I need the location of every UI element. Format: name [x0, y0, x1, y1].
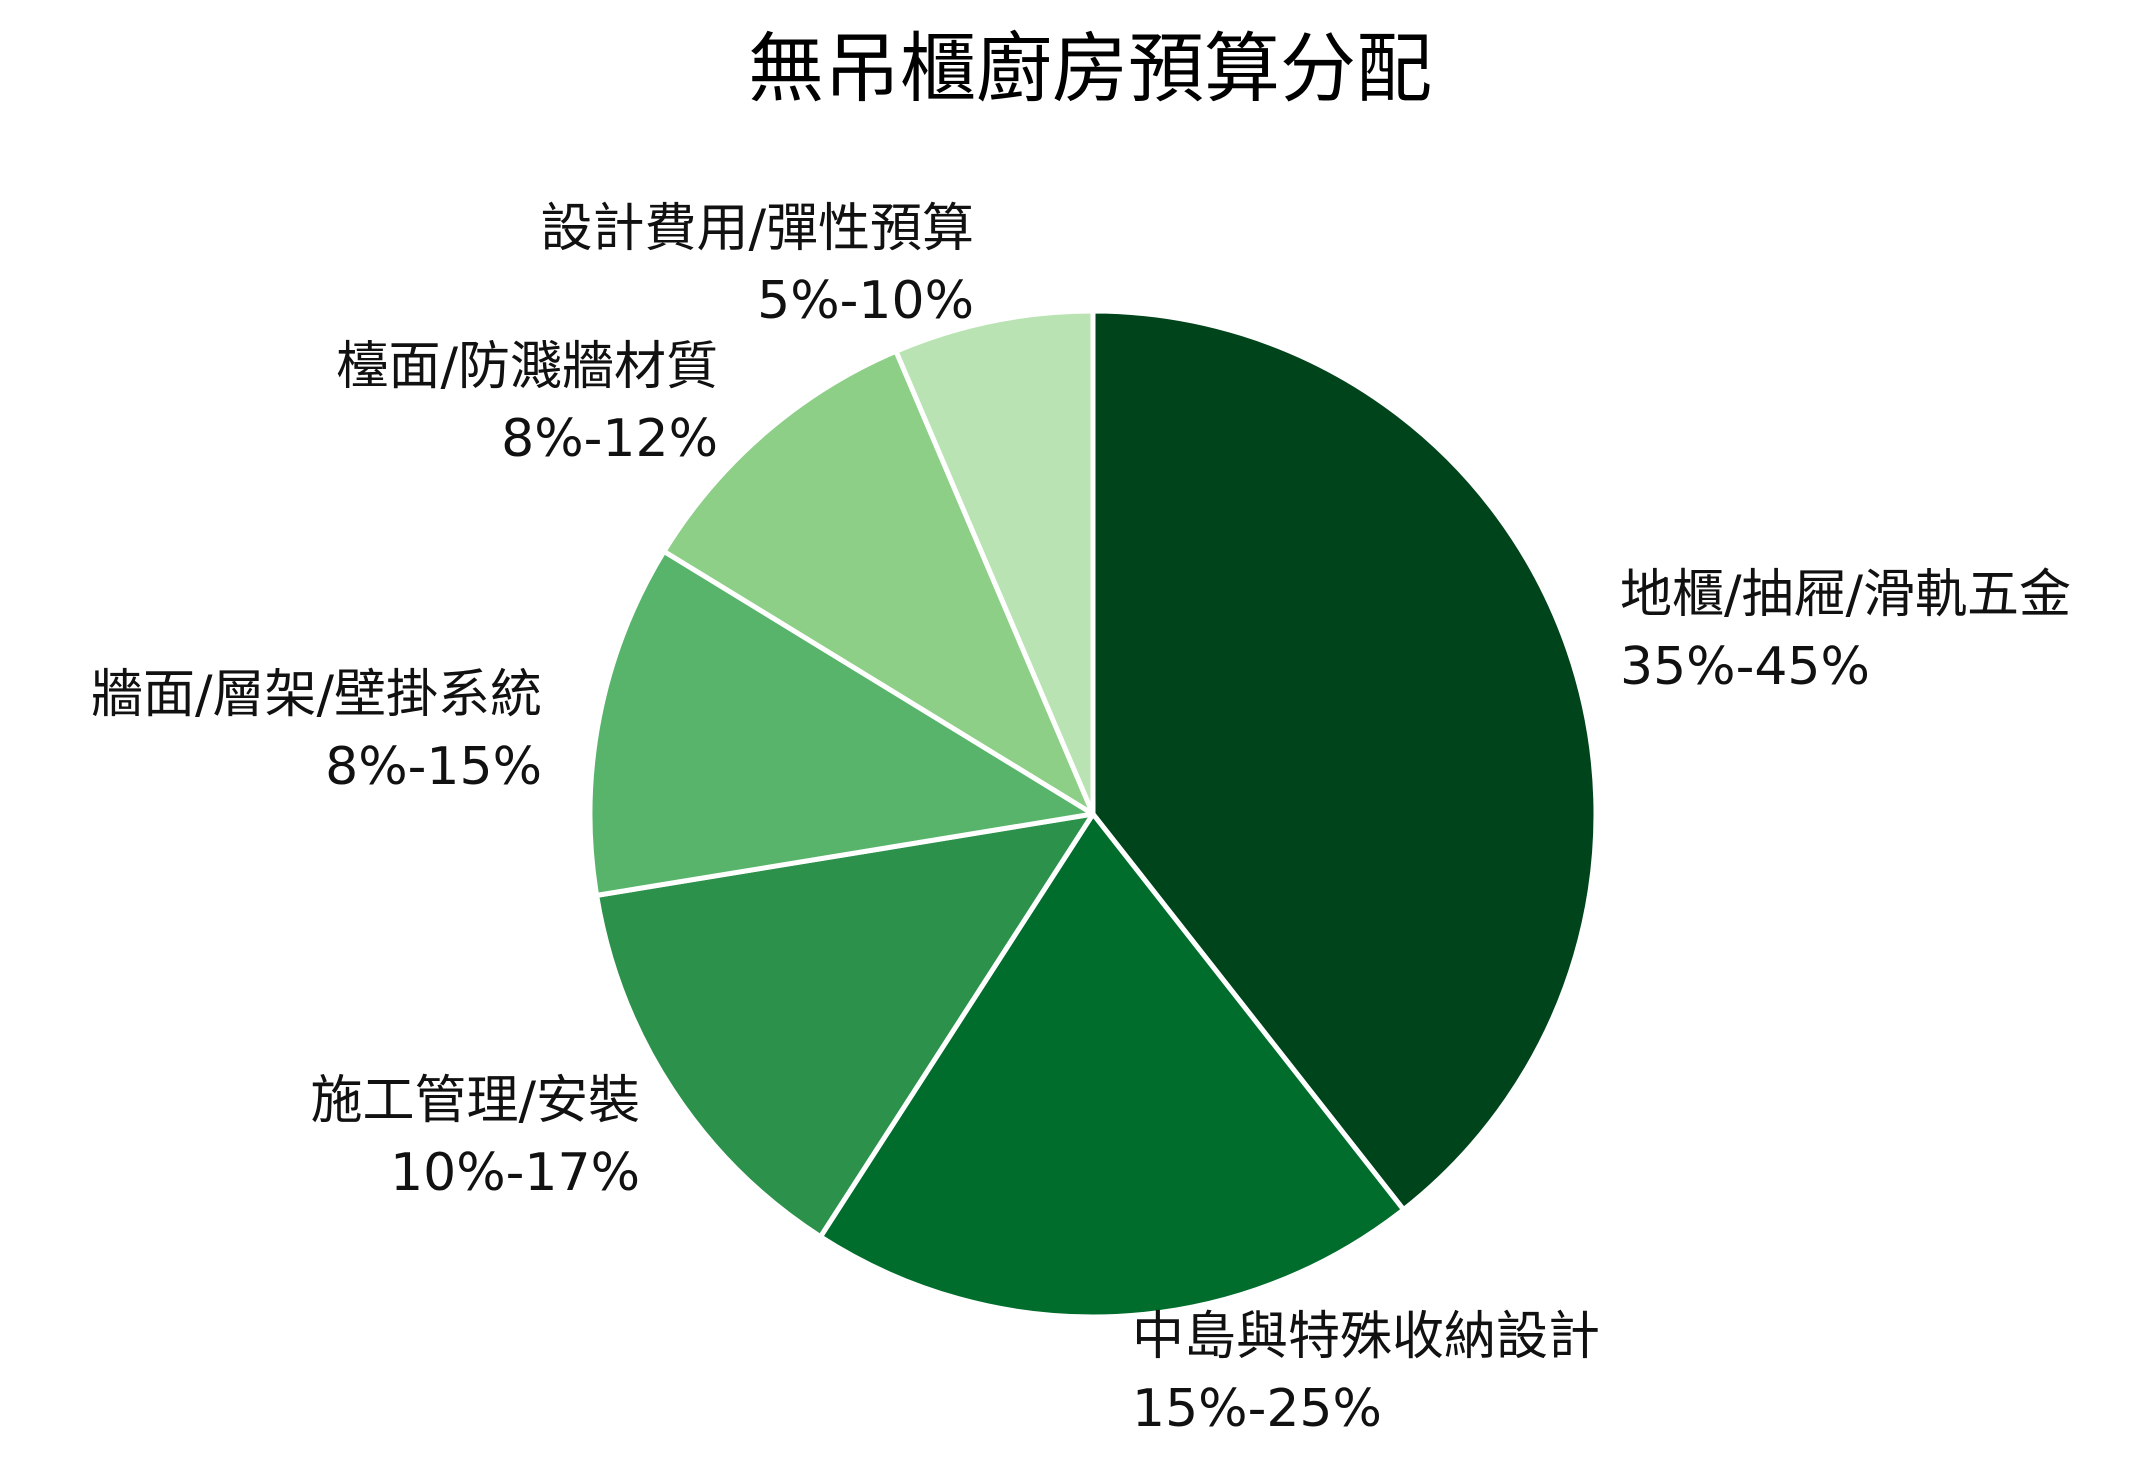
pie-slice	[587, 548, 1096, 898]
pie-labels: 地櫃/抽屜/滑軌五金 35%-45% 中島與特殊收納設計 15%-25% 施工管理/安裝…	[91, 199, 2071, 1439]
slice-range-label: 8%-15%	[325, 737, 542, 797]
slice-label: 地櫃/抽屜/滑軌五金	[1620, 565, 2071, 625]
pie-slices	[587, 308, 1599, 1320]
pie-slice	[661, 348, 1096, 817]
slice-label: 中島與特殊收納設計	[1132, 1307, 1600, 1367]
slice-range-label: 8%-12%	[501, 409, 718, 469]
slice-range-label: 10%-17%	[390, 1143, 640, 1203]
pie-slice	[893, 308, 1096, 817]
slice-label: 設計費用/彈性預算	[540, 199, 974, 259]
pie-slice	[594, 811, 1096, 1240]
slice-range-label: 15%-25%	[1132, 1379, 1382, 1439]
slice-label: 牆面/層架/壁掛系統	[91, 665, 542, 725]
slice-label: 施工管理/安裝	[310, 1071, 640, 1131]
slice-range-label: 5%-10%	[757, 271, 974, 331]
slice-label: 檯面/防濺牆材質	[336, 337, 718, 397]
chart-title: 無吊櫃廚房預算分配	[748, 24, 1432, 113]
slice-range-label: 35%-45%	[1620, 637, 1870, 697]
pie-slice	[817, 811, 1407, 1320]
pie-slice	[1090, 308, 1599, 1213]
